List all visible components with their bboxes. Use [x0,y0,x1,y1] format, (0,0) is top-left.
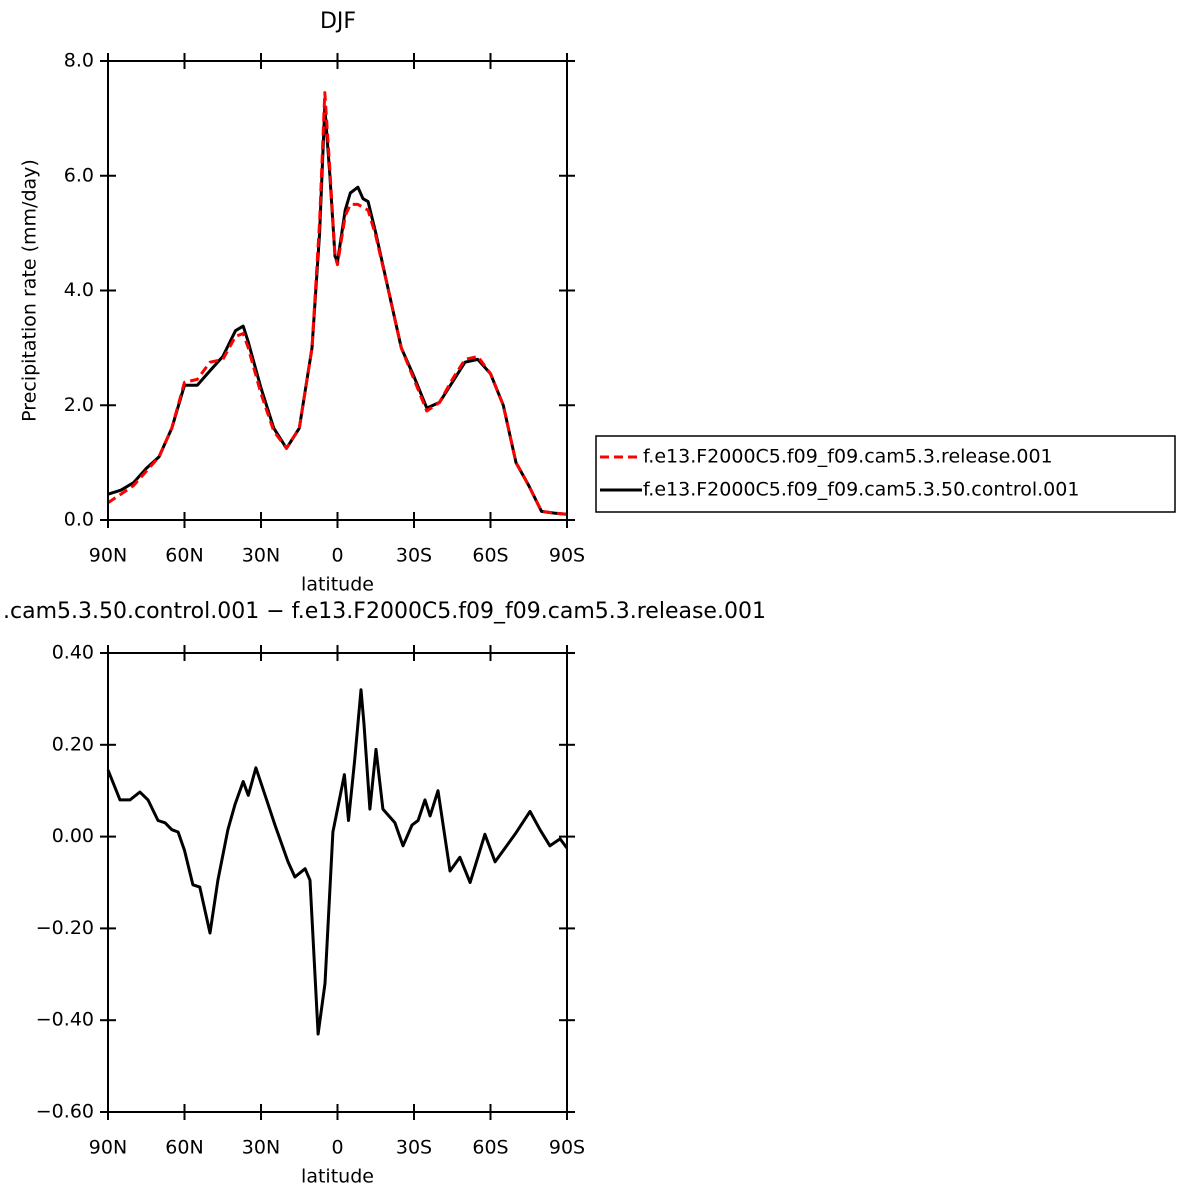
x-tick-label: 90S [549,1137,585,1159]
chart-title: .cam5.3.50.control.001 − f.e13.F2000C5.f… [3,599,766,624]
y-tick-label: 0.40 [52,642,94,664]
y-tick-label: 2.0 [64,394,94,416]
x-tick-label: 30N [242,545,280,567]
x-tick-label: 0 [331,545,343,567]
y-tick-label: 0.00 [52,825,94,847]
x-tick-label: 30S [396,545,432,567]
y-tick-label: 0.20 [52,733,94,755]
plot-frame [107,652,568,1113]
legend-label: f.e13.F2000C5.f09_f09.cam5.3.release.001 [643,446,1053,468]
y-axis-label: Precipitation rate (mm/day) [19,159,41,422]
chart-title: DJF [320,9,356,34]
y-tick-label: 4.0 [64,279,94,301]
legend-label: f.e13.F2000C5.f09_f09.cam5.3.50.control.… [643,479,1079,501]
x-axis-label: latitude [301,1166,374,1188]
x-tick-label: 60N [165,545,203,567]
series-line [107,91,568,516]
x-axis-label: latitude [301,574,374,596]
x-tick-label: 60S [472,545,508,567]
y-tick-label: 6.0 [64,164,94,186]
y-tick-label: 8.0 [64,50,94,72]
y-tick-label: −0.20 [36,917,94,939]
y-tick-label: −0.40 [36,1009,94,1031]
legend-box [595,435,1176,513]
x-tick-label: 30N [242,1137,280,1159]
y-tick-label: −0.60 [36,1101,94,1123]
x-tick-label: 60S [472,1137,508,1159]
x-tick-label: 0 [331,1137,343,1159]
x-tick-label: 30S [396,1137,432,1159]
series-line [107,105,568,516]
x-tick-label: 90N [89,1137,127,1159]
data-line [106,688,569,1036]
y-tick-label: 0.0 [64,509,94,531]
plot-frame [107,60,568,521]
x-tick-label: 90S [549,545,585,567]
x-tick-label: 60N [165,1137,203,1159]
x-tick-label: 90N [89,545,127,567]
